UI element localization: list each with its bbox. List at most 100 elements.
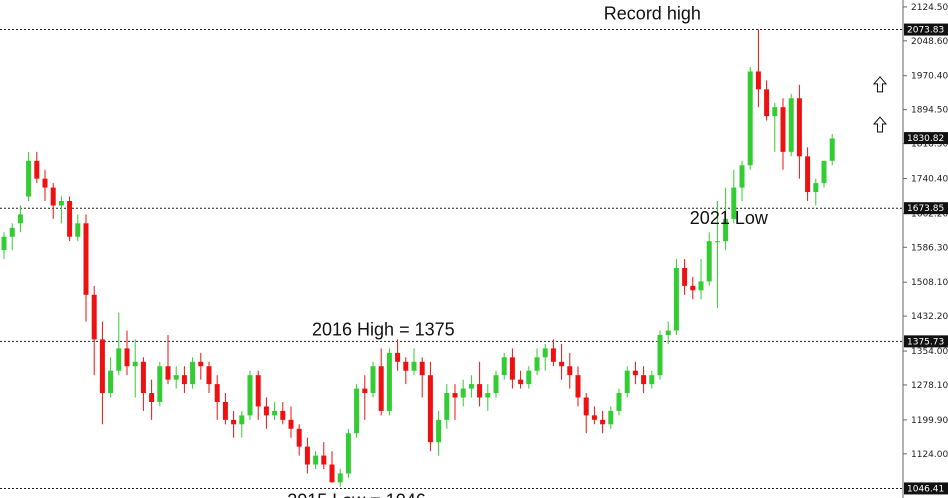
candle-body [452,393,458,398]
y-tick-label: 1124.00 [911,450,948,460]
y-tick-label: 1662.20 [911,209,948,219]
candle-body [534,357,540,371]
candle-body [649,375,655,385]
candle-body [542,348,548,358]
candle-body [378,366,384,411]
candle-body [231,419,237,425]
candle-body [772,107,778,117]
y-tick-label: 1199.90 [911,416,948,426]
candle-body [124,348,130,367]
candle-body [337,473,343,483]
candle-body [149,393,155,402]
y-tick-label: 1970.40 [911,72,948,82]
candle-body [657,334,663,376]
level-tag-label: 1046.41 [907,484,944,494]
candle-body [780,107,786,152]
candle-body [83,223,89,295]
candle-body [559,361,565,367]
candle-body [296,428,302,447]
candle-body [591,415,597,420]
candle-body [616,393,622,411]
level-tag [904,23,948,36]
candle-body [796,98,802,157]
candle-body [444,393,450,420]
candle-body [575,375,581,398]
candle-body [99,339,105,394]
candle-body [313,455,319,465]
y-tick-label: 2124.50 [911,3,948,13]
candle-body [132,361,138,367]
candle-body [116,348,122,371]
annotation-label: 2016 High = 1375 [312,319,455,339]
candle-body [477,384,483,398]
candle-body [436,419,442,443]
y-tick-label: 1354.00 [911,347,948,357]
candle-body [304,446,310,465]
candle-body [747,71,753,166]
candle-body [370,366,376,394]
candle-body [468,384,474,389]
candle-body [501,357,507,376]
candle-body [26,160,32,197]
candle-body [731,187,737,219]
candle-body [206,366,212,385]
candle-body [321,455,327,465]
candle-body [362,388,368,394]
y-tick-label: 1432.20 [911,312,948,322]
candle-body [460,388,466,398]
candle-body [673,267,679,331]
candle-body [239,415,245,425]
candle-body [403,361,409,371]
y-tick-label: 1508.10 [911,278,948,288]
candle-body [91,294,97,340]
candle-body [788,98,794,152]
annotation-label: Record high [604,4,701,24]
candle-body [698,281,704,291]
candle-body [493,375,499,394]
candle-body [50,187,56,206]
candle-body [427,375,433,443]
candle-body [764,89,770,117]
candle-body [67,200,73,237]
annot-layer: Record high 2021 Low 2016 High = 1375 2015 … [287,4,888,498]
level-tag-label: 2073.83 [907,26,944,36]
candle-body [395,352,401,362]
level-tag-label: 1830.82 [907,134,944,144]
candle-body [714,241,720,243]
candle-body [247,375,253,416]
candle-body [190,361,196,385]
levels-layer [0,29,903,489]
candle-body [723,218,729,242]
candle-body [354,388,360,434]
candle-body [345,433,351,474]
candle-body [288,419,294,429]
level-tag [904,202,948,215]
y-tick-label: 1894.50 [911,106,948,116]
candle-body [739,165,745,188]
y-tick-label: 2048.60 [911,37,948,47]
candle-body [386,352,392,411]
candle-body [165,366,171,380]
candles-layer [1,29,835,487]
candle-body [706,241,712,282]
candle-body [181,375,187,385]
candle-body [263,406,269,416]
candle-body [600,419,606,425]
annotation-label: 2021 Low [690,208,769,228]
candle-body [690,285,696,291]
candle-body [173,375,179,380]
level-tag-label: 1375.73 [907,337,944,347]
candle-body [329,464,335,483]
candle-body [805,156,811,193]
candle-body [583,397,589,416]
candle-body [526,370,532,385]
candle-body [419,361,425,376]
candle-body [411,361,417,371]
level-tag [904,482,948,495]
axis-layer: 2124.50 2048.60 1970.40 1894.50 1818.50 1740.… [902,0,948,498]
candle-body [821,160,827,184]
candle-body [75,223,81,237]
